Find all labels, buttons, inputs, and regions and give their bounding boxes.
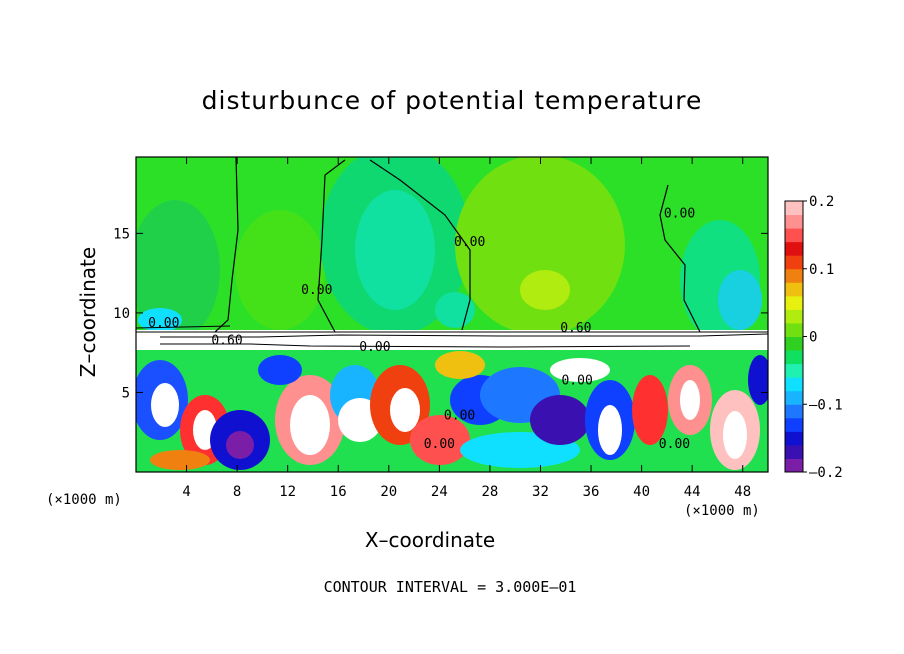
field-blob (520, 270, 570, 310)
contour-label: 0.00 (301, 283, 332, 298)
contour-label: 0.00 (148, 316, 179, 331)
field-blob (136, 200, 220, 340)
colorbar-swatch (785, 404, 803, 419)
colorbar-swatch (785, 431, 803, 446)
x-tick-label: 28 (481, 484, 498, 500)
colorbar-swatch (785, 444, 803, 459)
colorbar-tick-label: –0.1 (809, 397, 843, 413)
colorbar (784, 200, 804, 473)
colorbar-swatch (785, 458, 803, 473)
x-tick-label: 12 (279, 484, 296, 500)
eddy (680, 380, 700, 420)
eddy (723, 411, 747, 459)
contour-label: 0.60 (211, 334, 242, 349)
colorbar-swatch (785, 417, 803, 432)
inversion-line (160, 333, 768, 338)
colorbar-swatch (785, 309, 803, 324)
contour-label: 0.60 (560, 321, 591, 336)
contour-label: 0.00 (359, 340, 390, 355)
x-tick-label: 44 (684, 484, 701, 500)
colorbar-labels: 0.2 0.1 0 –0.1 –0.2 (803, 194, 843, 481)
field-blob (718, 270, 762, 330)
colorbar-swatch (785, 241, 803, 256)
x-tick-label: 24 (431, 484, 448, 500)
colorbar-swatch (785, 322, 803, 337)
eddy (410, 415, 470, 465)
x-ticks: 4 8 12 16 20 24 28 32 36 40 44 48 (182, 157, 751, 500)
colorbar-swatch (785, 201, 803, 216)
contour-interval-text: CONTOUR INTERVAL = 3.000E–01 (323, 578, 577, 596)
plot-frame (135, 156, 769, 473)
x-tick-label: 16 (330, 484, 347, 500)
eddy (290, 395, 330, 455)
contour-labels: 0.00 0.60 0.00 0.00 0.00 0.60 0.00 0.00 0.00 0.00… (148, 206, 695, 452)
x-axis-label: X–coordinate (364, 528, 496, 552)
y-ticks: 5 10 15 (113, 226, 768, 401)
colorbar-tick-label: 0.2 (809, 194, 834, 210)
field-blob (138, 308, 182, 332)
field-blob (455, 157, 625, 335)
colorbar-swatch (785, 268, 803, 283)
eddy (226, 431, 254, 459)
y-tick-label: 15 (113, 226, 130, 242)
x-tick-label: 40 (633, 484, 650, 500)
colorbar-tick-label: –0.2 (809, 465, 843, 481)
inversion-line (160, 343, 691, 348)
colorbar-swatch (785, 336, 803, 351)
y-tick-label: 5 (122, 385, 130, 401)
x-tick-label: 20 (380, 484, 397, 500)
x-tick-label: 4 (182, 484, 190, 500)
colorbar-swatch (785, 282, 803, 297)
eddy (598, 405, 622, 455)
colorbar-swatch (785, 295, 803, 310)
contour-label: 0.00 (424, 437, 455, 452)
eddy (530, 395, 590, 445)
contour-label: 0.00 (444, 409, 475, 424)
contour-label: 0.00 (664, 206, 695, 221)
eddy (258, 355, 302, 385)
eddy (632, 375, 668, 445)
contour-line (317, 159, 346, 333)
y-tick-label: 10 (113, 306, 130, 322)
x-unit-label-left: (×1000 m) (46, 492, 122, 508)
eddy (435, 351, 485, 379)
contour-label: 0.00 (561, 374, 592, 389)
contour-line (136, 325, 231, 329)
contour-line (369, 159, 471, 331)
colorbar-swatch (785, 363, 803, 378)
contour-label: 0.00 (454, 235, 485, 250)
contour-line (659, 184, 701, 333)
eddy (550, 358, 610, 382)
colorbar-swatch (785, 228, 803, 243)
colorbar-swatch (785, 390, 803, 405)
field-blob (435, 292, 475, 328)
x-tick-label: 8 (233, 484, 241, 500)
x-tick-label: 32 (532, 484, 549, 500)
x-unit-label-right: (×1000 m) (684, 503, 760, 519)
colorbar-tick-label: 0.1 (809, 262, 834, 278)
x-tick-label: 36 (583, 484, 600, 500)
x-tick-label: 48 (734, 484, 751, 500)
eddy (151, 383, 179, 427)
colorbar-swatch (785, 214, 803, 229)
colorbar-swatch (785, 350, 803, 365)
eddy (390, 388, 420, 432)
field-blob (235, 210, 325, 330)
plot-area (136, 157, 768, 472)
eddy (150, 450, 210, 470)
contour-line (214, 157, 239, 333)
colorbar-swatch (785, 255, 803, 270)
chart-title: disturbunce of potential temperature (201, 86, 703, 115)
colorbar-tick-label: 0 (809, 330, 817, 346)
contour-label: 0.00 (659, 437, 690, 452)
field-blob (355, 190, 435, 310)
colorbar-swatch (785, 377, 803, 392)
